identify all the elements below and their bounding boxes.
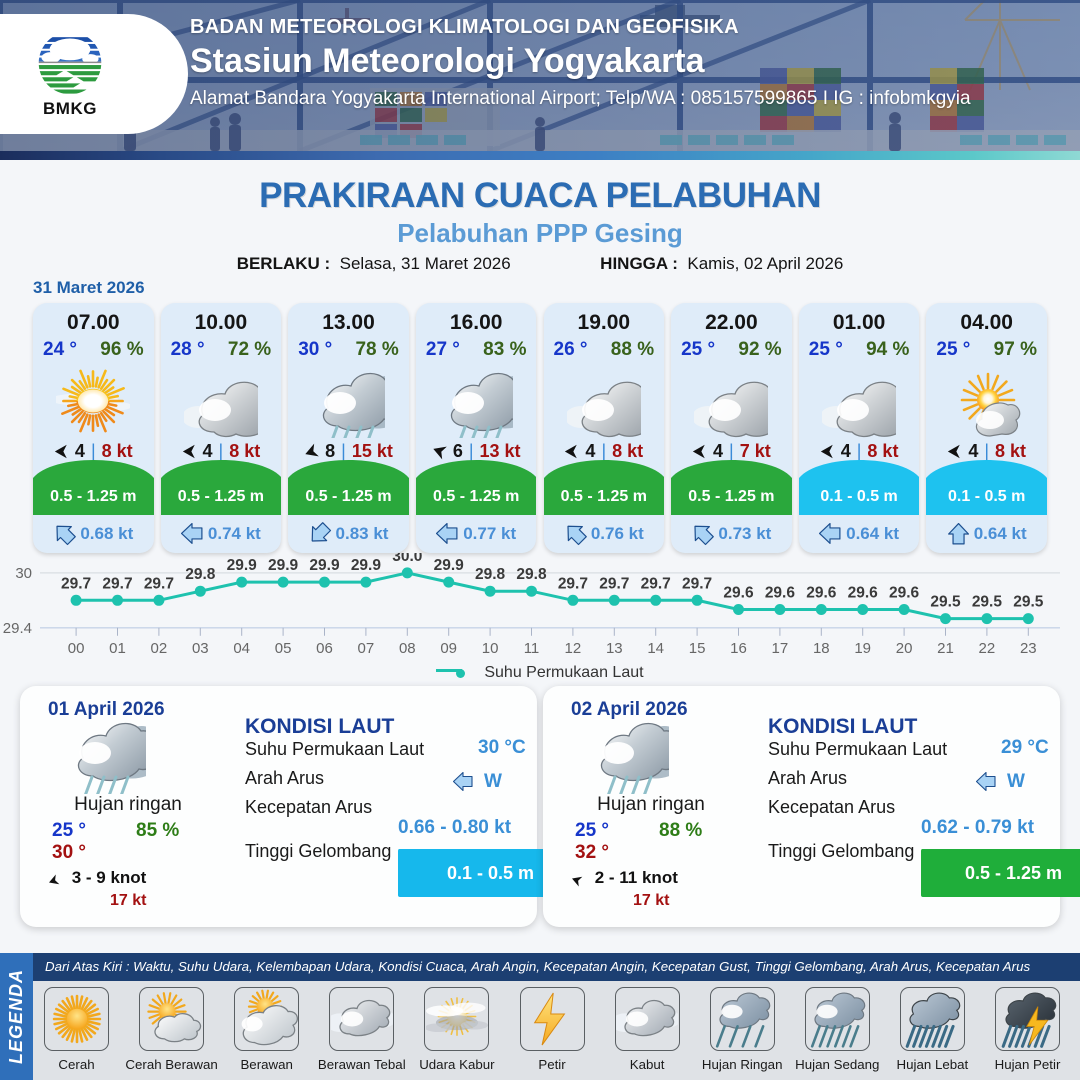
svg-text:04: 04: [233, 640, 250, 657]
svg-text:14: 14: [647, 640, 664, 657]
svg-text:29.9: 29.9: [351, 557, 382, 574]
svg-text:29.6: 29.6: [806, 585, 837, 602]
svg-text:15: 15: [689, 640, 706, 657]
svg-text:23: 23: [1020, 640, 1037, 657]
svg-text:29.7: 29.7: [61, 575, 91, 592]
svg-text:29.7: 29.7: [641, 575, 671, 592]
svg-text:29.6: 29.6: [889, 585, 920, 602]
svg-text:12: 12: [565, 640, 582, 657]
svg-text:29.6: 29.6: [723, 585, 754, 602]
svg-text:06: 06: [316, 640, 333, 657]
svg-text:29.9: 29.9: [434, 557, 465, 574]
svg-text:30: 30: [15, 565, 32, 582]
svg-text:29.7: 29.7: [682, 575, 712, 592]
svg-text:17: 17: [772, 640, 789, 657]
svg-text:10: 10: [482, 640, 499, 657]
svg-text:03: 03: [192, 640, 209, 657]
svg-text:00: 00: [68, 640, 85, 657]
svg-text:05: 05: [275, 640, 292, 657]
svg-text:13: 13: [606, 640, 623, 657]
svg-text:11: 11: [524, 640, 540, 657]
svg-text:29.6: 29.6: [848, 585, 879, 602]
svg-text:30.0: 30.0: [392, 553, 422, 565]
svg-text:29.9: 29.9: [268, 557, 299, 574]
svg-text:29.9: 29.9: [227, 557, 258, 574]
svg-text:29.8: 29.8: [475, 566, 506, 583]
svg-text:21: 21: [937, 640, 954, 657]
svg-text:01: 01: [109, 640, 126, 657]
svg-text:29.5: 29.5: [1013, 594, 1044, 611]
svg-text:20: 20: [896, 640, 913, 657]
svg-text:29.5: 29.5: [930, 594, 961, 611]
svg-text:18: 18: [813, 640, 830, 657]
svg-text:02: 02: [151, 640, 168, 657]
svg-text:29.8: 29.8: [185, 566, 216, 583]
svg-text:29.7: 29.7: [599, 575, 629, 592]
svg-text:22: 22: [979, 640, 996, 657]
svg-text:29.9: 29.9: [309, 557, 340, 574]
svg-text:29.7: 29.7: [144, 575, 174, 592]
svg-text:29.5: 29.5: [972, 594, 1003, 611]
svg-text:29.7: 29.7: [558, 575, 588, 592]
svg-text:08: 08: [399, 640, 416, 657]
svg-text:29.4: 29.4: [3, 620, 32, 637]
svg-text:29.8: 29.8: [516, 566, 547, 583]
svg-text:29.6: 29.6: [765, 585, 796, 602]
svg-text:29.7: 29.7: [102, 575, 132, 592]
svg-text:16: 16: [730, 640, 747, 657]
svg-text:19: 19: [854, 640, 871, 657]
svg-text:07: 07: [358, 640, 375, 657]
svg-text:09: 09: [440, 640, 457, 657]
